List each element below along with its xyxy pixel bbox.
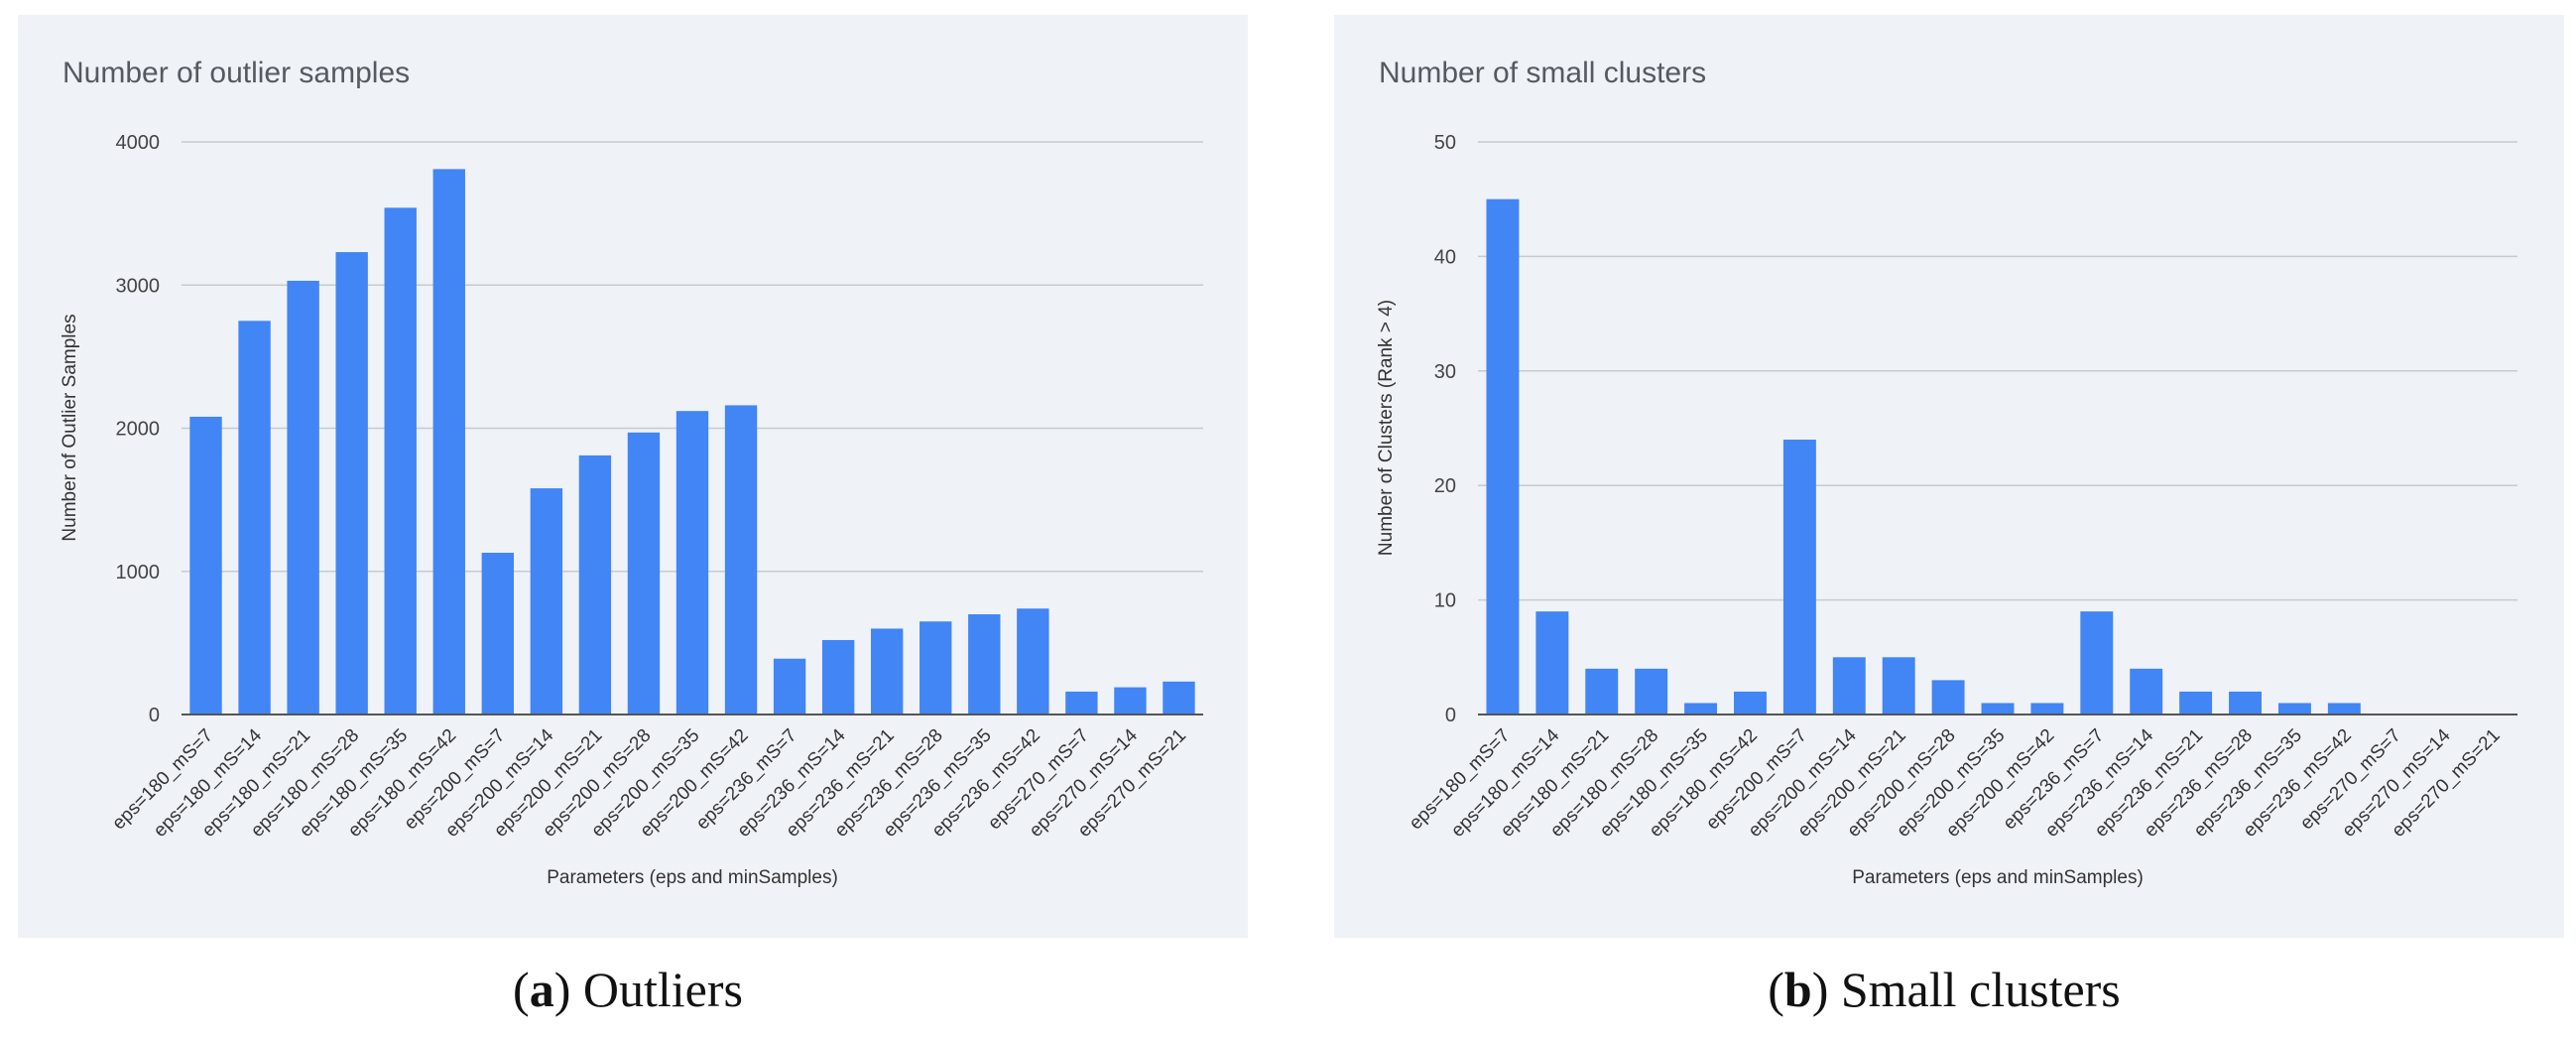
small-clusters-bar xyxy=(1585,668,1619,714)
outliers-y-axis-title: Number of Outlier Samples xyxy=(60,314,80,541)
caption-b-letter: b xyxy=(1783,962,1812,1017)
small-clusters-y-tick-label: 50 xyxy=(1434,132,1456,154)
outliers-bar xyxy=(1017,608,1049,714)
outliers-x-axis-ticks: eps=180_mS=7eps=180_mS=14eps=180_mS=21ep… xyxy=(108,724,1190,841)
outliers-y-axis-ticks: 0 1000 2000 3000 4000 xyxy=(116,132,161,726)
outliers-bar xyxy=(1065,691,1098,714)
outliers-bar xyxy=(675,411,709,714)
outliers-bar xyxy=(287,280,319,714)
small-clusters-gridlines xyxy=(1478,141,2517,601)
small-clusters-y-tick-label: 0 xyxy=(1445,705,1456,726)
small-clusters-bar xyxy=(1635,668,1668,714)
outliers-bar xyxy=(238,321,271,714)
small-clusters-x-axis-ticks: eps=180_mS=7eps=180_mS=14eps=180_mS=21ep… xyxy=(1406,724,2505,841)
outliers-bar xyxy=(821,639,855,714)
small-clusters-chart-title: Number of small clusters xyxy=(1379,57,1706,89)
small-clusters-y-axis-ticks: 0 10 20 30 40 50 xyxy=(1434,132,1456,726)
outliers-chart: Number of outlier samples 0 1000 2000 3000 4… xyxy=(60,57,1203,888)
small-clusters-y-axis-title: Number of Clusters (Rank > 4) xyxy=(1376,300,1397,556)
outliers-chart-panel: Number of outlier samples 0 1000 2000 3000 4… xyxy=(18,15,1248,938)
outliers-y-tick-label: 1000 xyxy=(116,562,161,584)
outliers-bar xyxy=(1114,687,1147,714)
outliers-x-axis-title: Parameters (eps and minSamples) xyxy=(547,867,838,888)
small-clusters-bar xyxy=(1931,680,1965,714)
small-clusters-chart: Number of small clusters 0 10 20 30 40 50 eps… xyxy=(1376,57,2517,888)
outliers-bar xyxy=(481,552,514,714)
outliers-bar xyxy=(724,405,758,714)
caption-a-letter: a xyxy=(529,962,554,1017)
outliers-bar xyxy=(578,455,612,714)
outliers-y-tick-label: 4000 xyxy=(116,132,161,154)
small-clusters-bar xyxy=(1486,198,1520,714)
small-clusters-bar xyxy=(1684,703,1718,714)
caption-b-text: Small clusters xyxy=(1840,962,2121,1017)
small-clusters-bar xyxy=(2080,611,2114,714)
outliers-y-tick-label: 2000 xyxy=(116,419,161,441)
small-clusters-bar xyxy=(1535,611,1569,714)
caption-b: (b) Small clusters xyxy=(1768,962,2121,1017)
small-clusters-bar xyxy=(1882,657,1915,714)
small-clusters-bar xyxy=(2327,703,2361,714)
small-clusters-y-tick-label: 40 xyxy=(1434,246,1456,268)
outliers-bar xyxy=(432,169,465,715)
outliers-bar xyxy=(920,621,952,714)
outliers-bar xyxy=(968,614,1001,714)
small-clusters-bar xyxy=(2277,703,2311,714)
outliers-bar xyxy=(1163,681,1195,714)
small-clusters-bar xyxy=(1981,703,2015,714)
small-clusters-y-tick-label: 10 xyxy=(1434,590,1456,612)
small-clusters-bar xyxy=(1734,691,1767,714)
small-clusters-chart-panel: Number of small clusters 0 10 20 30 40 50 eps… xyxy=(1334,15,2564,938)
small-clusters-bar xyxy=(2229,691,2262,714)
small-clusters-bar xyxy=(2030,703,2064,714)
outliers-bar xyxy=(384,207,417,715)
small-clusters-x-axis-title: Parameters (eps and minSamples) xyxy=(1852,867,2144,888)
small-clusters-bar xyxy=(2130,668,2163,714)
outliers-y-tick-label: 3000 xyxy=(116,275,161,297)
outliers-bars xyxy=(189,169,1195,715)
caption-a: (a) Outliers xyxy=(513,962,743,1017)
small-clusters-bars xyxy=(1486,198,2361,714)
small-clusters-bar xyxy=(1832,657,1866,714)
outliers-chart-title: Number of outlier samples xyxy=(62,57,410,89)
outliers-bar xyxy=(773,658,806,714)
outliers-y-tick-label: 0 xyxy=(149,705,160,726)
small-clusters-bar xyxy=(1782,440,1816,714)
outliers-bar xyxy=(871,628,904,714)
outliers-bar xyxy=(530,488,563,714)
small-clusters-y-tick-label: 20 xyxy=(1434,475,1456,497)
outliers-bar xyxy=(335,252,368,714)
small-clusters-y-tick-label: 30 xyxy=(1434,361,1456,383)
caption-a-text: Outliers xyxy=(582,962,743,1017)
outliers-bar xyxy=(627,432,661,714)
small-clusters-bar xyxy=(2179,691,2213,714)
outliers-bar xyxy=(189,416,222,714)
